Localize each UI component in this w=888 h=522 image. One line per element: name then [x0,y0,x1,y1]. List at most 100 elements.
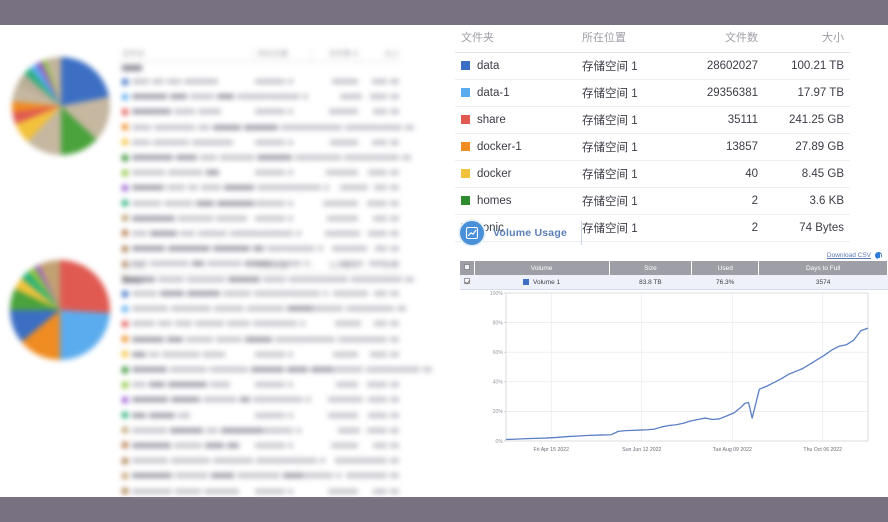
table-row[interactable]: docker-1 存储空间 1 13857 27.89 GB [455,133,850,161]
header-file-count[interactable]: 文件数 [672,25,764,53]
table-row[interactable] [118,316,403,331]
header-divider [357,47,358,59]
chart-y-tick-label: 80% [493,320,504,326]
table-row[interactable] [118,150,411,165]
header-used[interactable]: Used [691,261,760,275]
table-row[interactable]: docker 存储空间 1 40 8.45 GB [455,160,850,188]
table-row[interactable]: data 存储空间 1 28602027 100.21 TB [455,52,850,80]
header-volume[interactable]: Volume [474,261,610,275]
table-row[interactable] [118,89,403,104]
table-row[interactable] [118,196,403,211]
row-name [132,351,255,357]
row-color-swatch [122,290,128,297]
table-row[interactable] [118,104,403,119]
table-row[interactable] [118,392,403,407]
row-size [367,246,403,252]
cell-folder-name: sonic [455,214,576,242]
table-body-top [118,74,414,287]
volume-usage-chart: 0% 20% 40% 60% 80% 100% Fri Apr 15 2022 Sun Ju… [476,283,876,465]
chart-plot-frame [505,292,869,442]
row-file-count [324,397,364,403]
header-folder: 文件夹 [122,48,145,58]
chart-series-line [505,327,869,441]
header-size[interactable]: Size [609,261,693,275]
table-row[interactable] [118,120,414,135]
row-location [255,109,313,115]
select-all-checkbox[interactable] [460,261,475,275]
row-file-count [350,124,381,130]
table-row[interactable] [118,377,403,392]
row-location [291,185,335,191]
row-size [363,261,403,267]
row-location [255,79,313,85]
row-color-swatch [461,142,470,151]
row-file-count [331,246,367,252]
table-row[interactable] [118,211,403,226]
cell-file-count: 29356381 [672,79,764,107]
download-csv-row: Download CSV [460,252,888,259]
row-file-count [356,276,381,282]
volume-usage-widget: Volume Usage Download CSV Volume Size Us… [460,221,888,290]
table-row[interactable] [118,453,403,468]
table-row[interactable] [118,423,403,438]
table-row[interactable] [118,468,403,483]
volume-usage-tab[interactable]: Volume Usage [460,221,582,245]
cell-volume-name: Volume 1 [474,275,610,290]
cell-file-count: 2 [672,187,764,215]
row-file-count [313,412,358,418]
cell-location: 存储空间 1 [576,106,672,134]
cell-days-to-full: 3574 [758,275,888,290]
table-row[interactable] [118,135,403,150]
table-row[interactable] [118,226,403,241]
row-size [366,458,403,464]
header-folder[interactable]: 文件夹 [455,25,576,53]
table-row[interactable] [118,408,403,423]
table-row[interactable]: data-1 存储空间 1 29356381 17.97 TB [455,79,850,107]
row-size [358,170,403,176]
row-color-swatch [461,196,470,205]
row-size [358,200,403,206]
header-location[interactable]: 所在位置 [576,25,672,53]
table-row[interactable] [118,241,403,256]
table-row[interactable] [118,332,403,347]
volume-table-row[interactable]: Volume 1 83.8 TB 76.3% 3574 [460,275,888,290]
download-icon[interactable] [875,252,882,259]
table-row[interactable]: share 存储空间 1 35111 241.25 GB [455,106,850,134]
table-row[interactable] [118,286,403,301]
row-checkbox[interactable] [460,275,474,290]
table-row[interactable]: homes 存储空间 1 2 3.6 KB [455,187,850,215]
header-days-to-full[interactable]: Days to Full [758,261,888,275]
header-size[interactable]: 大小 [764,25,850,53]
row-location [255,412,313,418]
table-row[interactable] [118,483,403,498]
row-size [360,230,403,236]
chart-y-axis-labels: 0% 20% 40% 60% 80% 100% [490,291,504,445]
table-row[interactable] [118,256,403,271]
volume-table-header-row: Volume Size Used Days to Full [460,261,888,275]
volume-color-swatch [523,278,530,285]
download-csv-link[interactable]: Download CSV [826,252,871,259]
table-row[interactable] [118,74,403,89]
cell-file-count: 40 [672,160,764,188]
chart-x-tick-label: Thu Oct 06 2022 [803,447,842,453]
table-row[interactable] [118,271,414,286]
row-file-count [313,442,358,448]
table-row[interactable] [118,165,403,180]
row-size [368,185,403,191]
row-file-count [313,139,358,145]
header-size: 大小 [384,260,399,270]
table-row[interactable]: sonic 存储空间 1 2 74 Bytes [455,214,850,242]
row-size [358,382,403,388]
table-row[interactable] [118,301,406,316]
table-row[interactable] [118,180,403,195]
table-row[interactable] [118,438,403,453]
row-file-count [313,109,358,115]
row-name [132,185,291,191]
table-row[interactable] [118,347,403,362]
row-size [360,427,403,433]
row-name [132,412,255,418]
row-name [132,306,313,312]
row-color-swatch [122,215,128,222]
chart-gridlines [504,292,868,442]
table-row[interactable] [118,362,432,377]
